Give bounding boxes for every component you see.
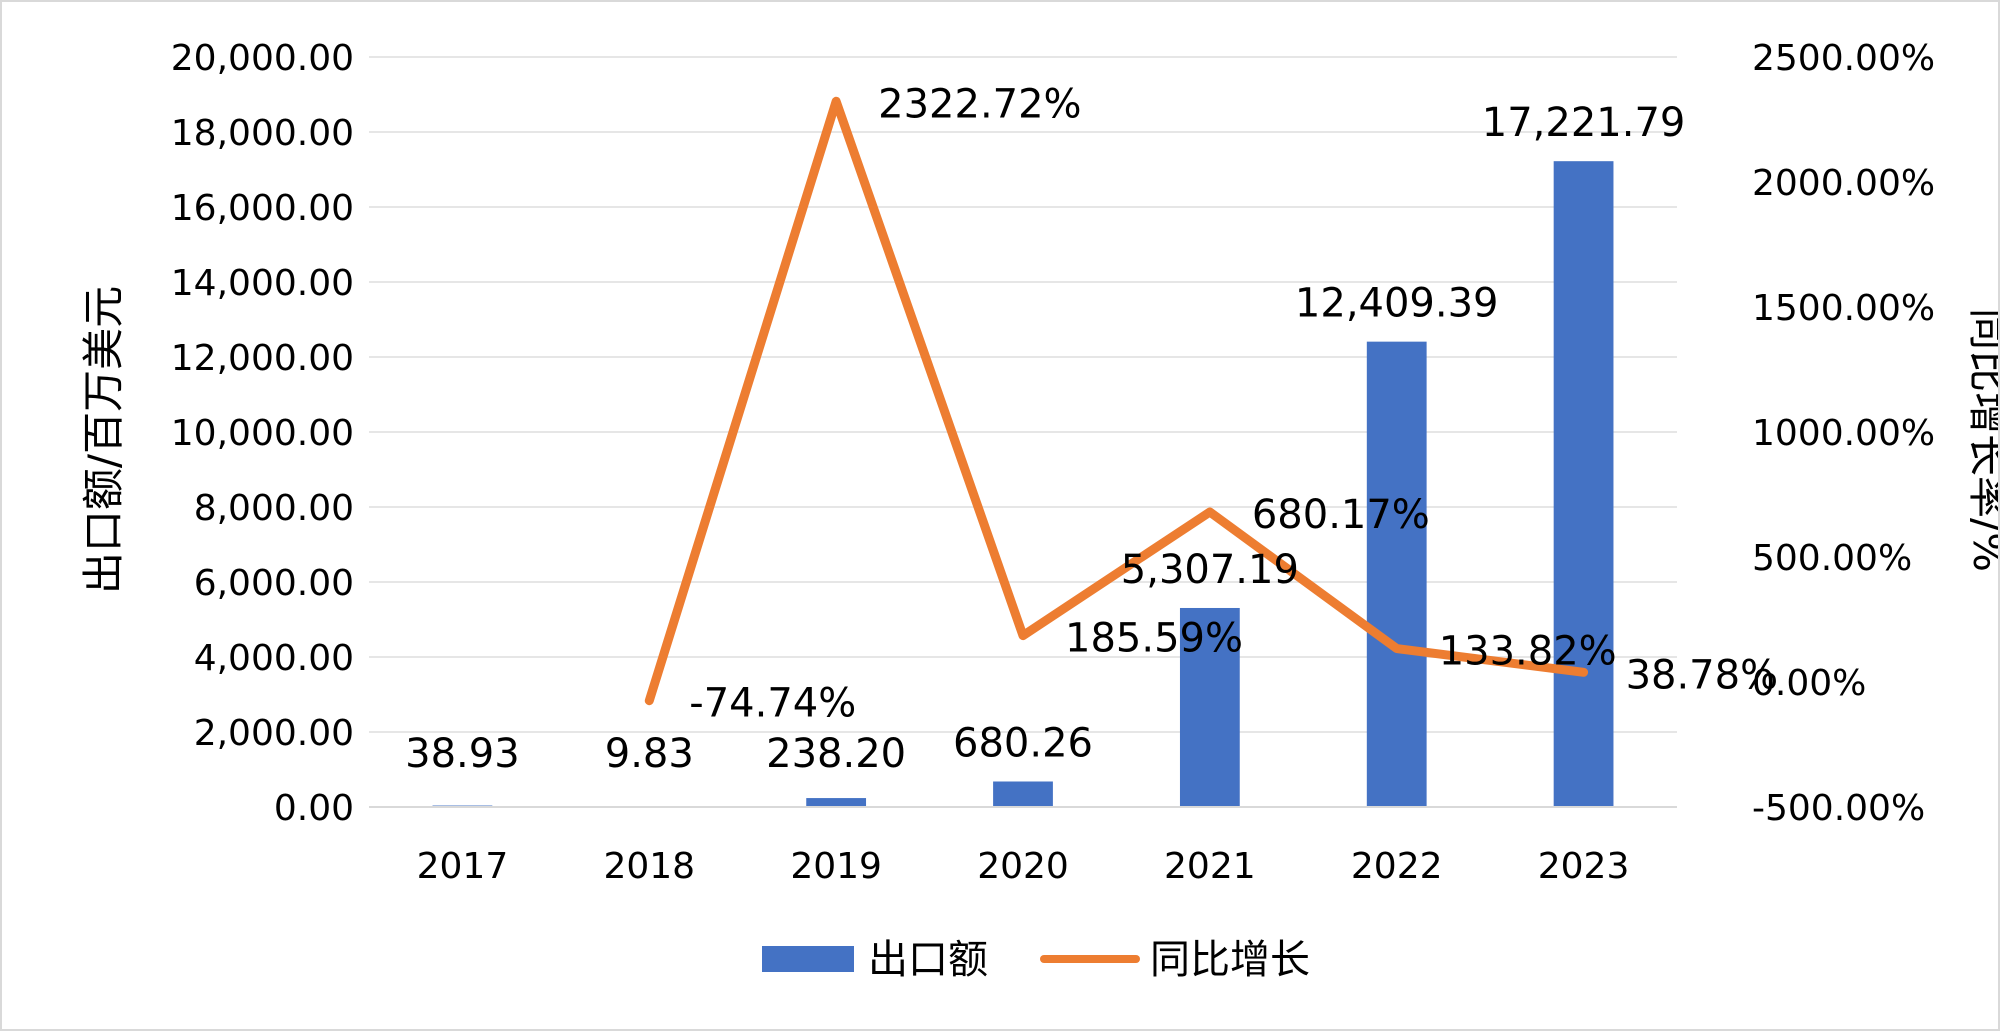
y-tick-label: 20,000.00 <box>171 38 354 79</box>
y-axis-title: 出口额/百万美元 <box>79 286 128 594</box>
y-tick-label: 0.00 <box>274 788 354 829</box>
bar <box>1179 607 1240 807</box>
bar <box>806 798 867 807</box>
growth-line <box>644 96 1589 706</box>
legend-swatch-bar <box>762 946 854 972</box>
y2-tick-label: -500.00% <box>1752 788 1925 829</box>
bar-data-label: 680.26 <box>953 720 1093 766</box>
y-tick-label: 14,000.00 <box>171 263 354 304</box>
x-tick-label: 2021 <box>1164 846 1256 887</box>
line-data-labels: -74.74% 2322.72% 185.59% 680.17% 133.82%38.7… <box>689 81 1778 726</box>
line-series <box>644 96 1589 706</box>
x-tick-label: 2020 <box>977 846 1069 887</box>
y-tick-label: 4,000.00 <box>194 638 354 679</box>
bar-data-label: 238.20 <box>766 731 906 777</box>
bar <box>1553 161 1614 808</box>
y-tick-label: 6,000.00 <box>194 563 354 604</box>
bar-data-label: 38.93 <box>405 731 520 777</box>
x-axis: 2017 2018 2019 2020 2021 2022 2023 <box>369 806 1677 887</box>
y-tick-label: 18,000.00 <box>171 113 354 154</box>
y2-axis-title: 同比增长率/% <box>1964 308 1998 572</box>
y-tick-label: 16,000.00 <box>171 188 354 229</box>
y2-tick-label: 2000.00% <box>1752 163 1935 204</box>
right-axis: -500.00% 0.00% 500.00% 1000.00% 1500.00% 2000… <box>1752 38 1935 829</box>
line-data-label: 38.78% <box>1626 652 1779 698</box>
x-tick-label: 2019 <box>790 846 882 887</box>
bar-series <box>432 161 1614 808</box>
bar-data-label: 17,221.79 <box>1482 100 1686 146</box>
x-tick-label: 2023 <box>1538 846 1630 887</box>
y-tick-label: 2,000.00 <box>194 713 354 754</box>
bar-data-label: 9.83 <box>605 731 694 777</box>
line-data-label: 680.17% <box>1252 492 1430 538</box>
bar <box>1366 341 1427 807</box>
y2-tick-label: 1000.00% <box>1752 413 1935 454</box>
x-tick-label: 2022 <box>1351 846 1443 887</box>
line-data-label: -74.74% <box>689 681 856 727</box>
x-tick-label: 2017 <box>417 846 509 887</box>
x-tick-label: 2018 <box>603 846 695 887</box>
y2-tick-label: 2500.00% <box>1752 38 1935 79</box>
bar-data-label: 12,409.39 <box>1295 281 1499 327</box>
y-tick-label: 8,000.00 <box>194 488 354 529</box>
bar <box>993 781 1053 807</box>
gridlines <box>369 56 1677 808</box>
line-data-label: 2322.72% <box>878 81 1081 127</box>
legend-label-line: 同比增长 <box>1150 937 1310 983</box>
y-tick-label: 12,000.00 <box>171 338 354 379</box>
legend: 出口额 同比增长 <box>762 937 1310 983</box>
left-axis: 0.00 2,000.00 4,000.00 6,000.00 8,000.00 10,0… <box>171 38 354 829</box>
line-data-label: 185.59% <box>1065 616 1243 662</box>
bar-data-label: 5,307.19 <box>1121 547 1299 593</box>
line-data-label: 133.82% <box>1439 629 1617 675</box>
y2-tick-label: 0.00% <box>1752 663 1866 704</box>
y2-tick-label: 500.00% <box>1752 538 1912 579</box>
y-tick-label: 10,000.00 <box>171 413 354 454</box>
legend-label-bar: 出口额 <box>868 937 988 983</box>
y2-tick-label: 1500.00% <box>1752 288 1935 329</box>
bar-data-labels: 38.93 9.83 238.20 680.26 5,307.19 12,409.39 17… <box>405 100 1685 777</box>
